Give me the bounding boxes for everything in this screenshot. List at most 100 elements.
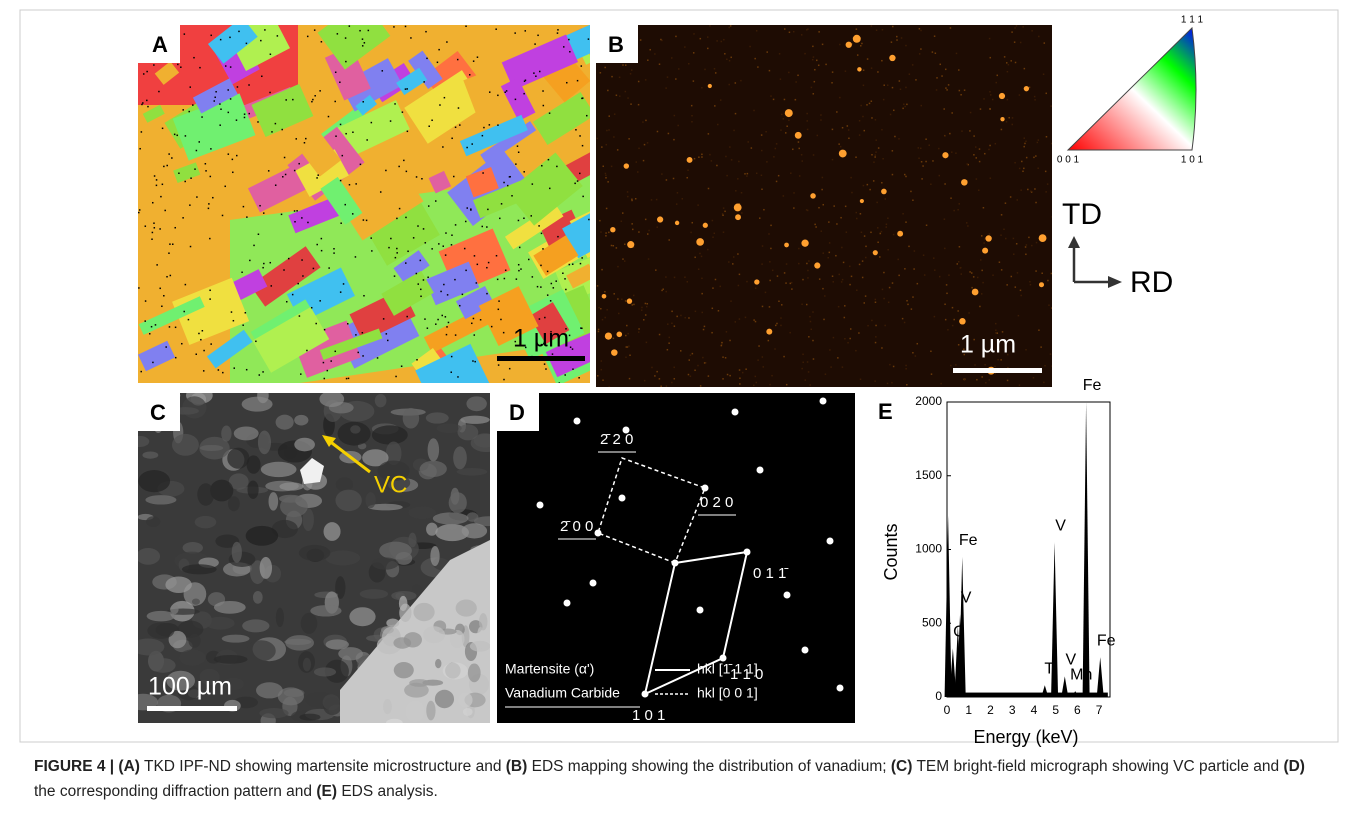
ipf-triangle [1068,28,1196,150]
noise [616,95,618,97]
texture [412,585,422,593]
noise [1035,202,1037,204]
boundary-speck [198,141,200,143]
texture [449,492,467,513]
noise [606,130,608,132]
noise [1052,143,1054,145]
noise [667,323,669,325]
texture [197,483,214,506]
texture [248,480,259,499]
boundary-speck [198,333,200,335]
noise [732,263,734,265]
noise [627,191,629,193]
boundary-speck [503,379,505,381]
boundary-speck [335,72,337,74]
noise [978,189,980,191]
noise [727,374,729,376]
texture [221,426,231,442]
noise [642,121,644,123]
noise [906,104,908,106]
noise [837,357,839,359]
texture [428,438,440,461]
boundary-speck [196,150,198,152]
boundary-speck [563,46,565,48]
panel-label: A [152,32,168,57]
noise [647,233,649,235]
noise [808,336,810,338]
noise [746,175,748,177]
boundary-speck [319,90,321,92]
boundary-speck [515,163,517,165]
boundary-speck [169,243,171,245]
noise [979,306,981,308]
noise [960,267,962,269]
noise [1026,244,1028,246]
noise [825,64,827,66]
noise [969,130,971,132]
noise [877,71,879,73]
texture [466,396,486,411]
noise [863,85,865,87]
boundary-speck [514,32,516,34]
boundary-speck [190,177,192,179]
texture [145,495,176,504]
noise [918,157,920,159]
noise [633,295,635,297]
noise [844,305,846,307]
boundary-speck [286,301,288,303]
noise [1034,99,1036,101]
noise [896,39,898,41]
noise [874,156,876,158]
noise [947,329,949,331]
boundary-speck [474,255,476,257]
noise [814,81,816,83]
x-axis-label: Energy (keV) [973,727,1078,747]
boundary-speck [518,264,520,266]
boundary-speck [327,370,329,372]
caption-segment: EDS analysis. [337,783,438,800]
boundary-speck [357,352,359,354]
boundary-speck [363,219,365,221]
noise [625,357,627,359]
noise [651,367,653,369]
caption-segment: TEM bright-field micrograph showing VC p… [912,758,1283,775]
noise [1031,245,1033,247]
noise [715,279,717,281]
boundary-speck [578,377,580,379]
noise [697,365,699,367]
noise [730,25,732,27]
noise [761,189,763,191]
boundary-speck [509,176,511,178]
boundary-speck [435,200,437,202]
texture [222,635,250,643]
noise [1003,229,1005,231]
boundary-speck [158,91,160,93]
noise [1037,167,1039,169]
boundary-speck [402,111,404,113]
boundary-speck [270,54,272,56]
boundary-speck [296,210,298,212]
noise [932,51,934,53]
boundary-speck [269,92,271,94]
particle [1039,282,1044,287]
noise [917,343,919,345]
noise [660,385,662,387]
noise [759,217,761,219]
scale-bar [953,368,1042,373]
noise [700,38,702,40]
noise [1023,146,1024,148]
noise [903,103,905,105]
boundary-speck [203,350,205,352]
boundary-speck [427,277,429,279]
boundary-speck [180,66,182,68]
particle [703,223,708,228]
boundary-speck [335,135,337,137]
boundary-speck [540,286,542,288]
caption-segment: (D) [1283,758,1305,775]
noise [613,338,615,340]
noise [702,357,704,359]
boundary-speck [246,216,248,218]
axis-key-arrows [1074,245,1110,282]
noise [981,376,983,378]
boundary-speck [298,163,300,165]
